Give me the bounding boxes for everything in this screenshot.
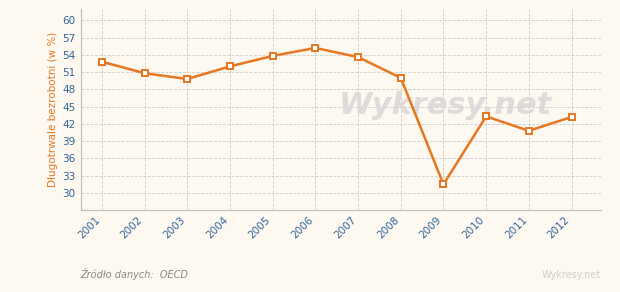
Text: Wykresy.net: Wykresy.net — [542, 270, 601, 280]
Text: Wykresy.net: Wykresy.net — [339, 91, 552, 120]
Text: Źródło danych:  OECD: Źródło danych: OECD — [81, 268, 188, 280]
Y-axis label: Długotrwale bezrobotni (w %): Długotrwale bezrobotni (w %) — [48, 32, 58, 187]
